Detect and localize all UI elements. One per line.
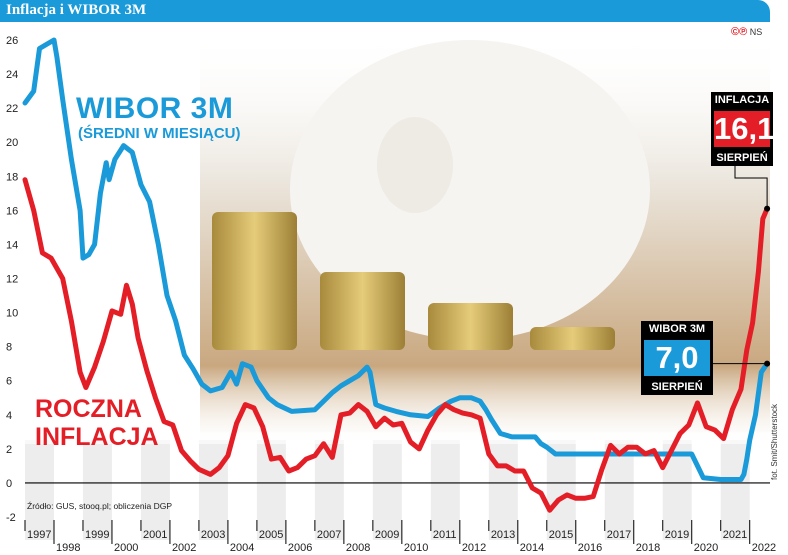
y-tick-label: 4: [6, 410, 12, 422]
wibor-callout-month: SIERPIEŃ: [641, 379, 713, 395]
wibor-series-label: WIBOR 3M: [76, 92, 234, 125]
x-tick-label: 2008: [346, 542, 370, 554]
x-tick-label: 2012: [462, 542, 486, 554]
coin-stack-icon: [212, 212, 297, 350]
x-tick-label: 2005: [259, 529, 283, 541]
y-tick-label: 26: [6, 35, 18, 47]
copyright-icon: ©℗: [731, 26, 748, 38]
x-tick-label: 2006: [288, 542, 312, 554]
year-band: [488, 440, 518, 540]
photo-credit: fot. Smit/Shutterstock: [770, 403, 779, 480]
inflation-callout-value: 16,1: [711, 108, 774, 150]
wibor-line: [22, 37, 770, 482]
x-tick-label: 2013: [491, 529, 515, 541]
inflation-label-line2: INFLACJA: [35, 423, 159, 451]
x-tick-label: 2020: [694, 542, 718, 554]
wibor-series-sublabel: (ŚREDNI W MIESIĄCU): [78, 125, 241, 142]
x-tick-label: 2022: [752, 542, 776, 554]
coin-stack-icon: [428, 303, 513, 350]
y-tick-label: 6: [6, 376, 12, 388]
y-tick-label: 10: [6, 308, 18, 320]
band-fade: [0, 432, 770, 444]
y-tick-label: -2: [6, 512, 16, 524]
year-band: [546, 440, 576, 540]
header-bar: Inflacja i WIBOR 3M: [0, 0, 770, 22]
inflation-leader-line: [734, 163, 768, 209]
x-tick-label: 2004: [230, 542, 254, 554]
inflation-callout-caption: INFLACJA: [711, 92, 773, 108]
y-tick-label: 20: [6, 137, 18, 149]
x-tick-label: 2001: [143, 529, 167, 541]
x-tick-label: 2003: [201, 529, 225, 541]
y-tick-label: 18: [6, 171, 18, 183]
coin-stack-icon: [530, 327, 615, 350]
x-tick-label: 2021: [723, 529, 747, 541]
wibor-callout: WIBOR 3M 7,0 SIERPIEŃ: [641, 321, 713, 395]
inflation-series-label: ROCZNA INFLACJA: [35, 395, 159, 451]
year-band: [604, 440, 634, 540]
piggy-snout-icon: [377, 117, 453, 213]
wibor-callout-value: 7,0: [641, 337, 713, 379]
x-tick-label: 2015: [549, 529, 573, 541]
y-tick-label: 2: [6, 444, 12, 456]
year-band: [430, 440, 460, 540]
y-tick-label: 12: [6, 274, 18, 286]
y-tick-label: 24: [6, 69, 18, 81]
x-tick-label: 2002: [172, 542, 196, 554]
y-tick-label: 8: [6, 342, 12, 354]
publisher-initials: NS: [749, 27, 763, 37]
y-tick-label: 14: [6, 239, 18, 251]
y-tick-label: 16: [6, 205, 18, 217]
source-note: Źródło: GUS, stooq.pl; obliczenia DGP: [27, 501, 173, 511]
coin-stack-icon: [320, 272, 405, 350]
piggy-bank-icon: [290, 40, 650, 340]
x-tick-label: 2019: [665, 529, 689, 541]
x-tick-label: 2016: [578, 542, 602, 554]
x-tick-label: 1999: [85, 529, 109, 541]
y-tick-label: 22: [6, 103, 18, 115]
header-title: Inflacja i WIBOR 3M: [6, 2, 147, 18]
year-band: [372, 440, 402, 540]
year-band: [25, 440, 54, 540]
x-tick-label: 1997: [27, 529, 51, 541]
year-band: [82, 440, 112, 540]
year-band: [140, 440, 170, 540]
y-tick-label: 0: [6, 478, 12, 490]
x-tick-label: 2011: [433, 529, 457, 541]
x-tick-label: 2000: [114, 542, 138, 554]
x-tick-label: 2014: [520, 542, 544, 554]
inflation-label-line1: ROCZNA: [35, 395, 142, 423]
x-tick-label: 1998: [56, 542, 80, 554]
publisher-marks: ©℗ NS: [731, 26, 762, 38]
inflation-callout-month: SIERPIEŃ: [711, 150, 773, 166]
x-tick-label: 2007: [317, 529, 341, 541]
x-tick-label: 2018: [636, 542, 660, 554]
year-band: [198, 440, 228, 540]
x-tick-label: 2017: [607, 529, 631, 541]
inflation-callout: INFLACJA 16,1 SIERPIEŃ: [711, 92, 774, 166]
x-tick-label: 2010: [404, 542, 428, 554]
inflation-line: [22, 177, 770, 513]
x-tick-label: 2009: [375, 529, 399, 541]
wibor-callout-caption: WIBOR 3M: [641, 321, 713, 337]
